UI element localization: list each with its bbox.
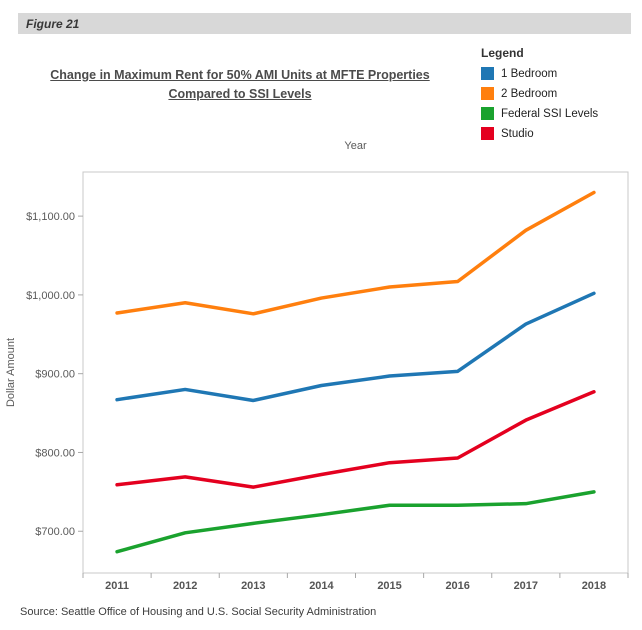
x-axis-tick-label: 2011 [105, 580, 129, 592]
legend-item-2-bedroom: 2 Bedroom [481, 87, 598, 100]
legend-item-federal-ssi-levels: Federal SSI Levels [481, 107, 598, 120]
y-axis-tick-label: $700.00 [35, 526, 75, 538]
legend-item-label: 2 Bedroom [501, 87, 558, 100]
y-axis-tick-label: $1,100.00 [26, 211, 75, 223]
chart-title: Change in Maximum Rent for 50% AMI Units… [10, 66, 470, 104]
legend-item-1-bedroom: 1 Bedroom [481, 67, 598, 80]
series-line-1-bedroom [115, 291, 596, 403]
x-axis-tick-label: 2013 [241, 580, 265, 592]
x-axis-tick-label: 2018 [582, 580, 606, 592]
x-axis-tick-label: 2015 [377, 580, 401, 592]
x-axis-tick-label: 2014 [309, 580, 334, 592]
series-line-2-bedroom [115, 190, 596, 316]
legend-swatch-icon [481, 67, 494, 80]
legend-item-label: Federal SSI Levels [501, 107, 599, 120]
x-axis-title: Year [344, 140, 367, 152]
legend-title: Legend [481, 46, 524, 60]
legend-swatch-icon [481, 87, 494, 100]
chart-title-line2: Compared to SSI Levels [168, 87, 312, 101]
y-axis-tick-label: $900.00 [35, 369, 75, 381]
x-axis-tick-label: 2016 [445, 580, 469, 592]
legend: Legend 1 Bedroom 2 Bedroom Federal SSI Lev… [481, 46, 598, 147]
legend-item-label: Studio [501, 127, 534, 140]
y-axis-title: Dollar Amount [5, 338, 17, 407]
legend-swatch-icon [481, 127, 494, 140]
chart-title-line1: Change in Maximum Rent for 50% AMI Units… [50, 68, 430, 82]
legend-swatch-icon [481, 107, 494, 120]
series-line-studio [115, 390, 596, 489]
source-note: Source: Seattle Office of Housing and U.… [20, 606, 377, 618]
legend-item-studio: Studio [481, 127, 598, 140]
x-axis-tick-label: 2012 [173, 580, 197, 592]
y-axis-tick-label: $800.00 [35, 447, 75, 459]
legend-item-label: 1 Bedroom [501, 67, 558, 80]
figure-header: Figure 21 [18, 13, 631, 34]
series-line-federal-ssi-levels [115, 490, 596, 554]
figure-label: Figure 21 [26, 16, 80, 31]
x-axis-tick-label: 2017 [514, 580, 538, 592]
y-axis-tick-label: $1,000.00 [26, 290, 75, 302]
plot-area-border [82, 171, 629, 574]
